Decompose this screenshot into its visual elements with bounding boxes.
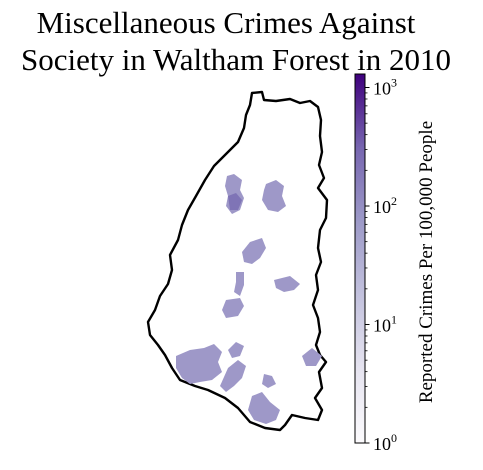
- colorbar-ticks: 100 101 102 103: [365, 76, 397, 454]
- title-line-1: Miscellaneous Crimes Against: [37, 5, 416, 40]
- borough-boundary: [146, 90, 329, 432]
- map-region: [222, 298, 244, 318]
- map-region: [262, 374, 276, 388]
- colorbar-tick-label: 101: [373, 313, 397, 336]
- colorbar-gradient: [354, 73, 366, 444]
- colorbar-tick-label: 102: [373, 194, 397, 217]
- map-region: [248, 392, 280, 424]
- map-region: [242, 238, 266, 264]
- data-regions: [176, 174, 322, 424]
- map-region: [220, 360, 246, 392]
- map-region: [228, 342, 244, 358]
- colorbar-label: Reported Crimes Per 100,000 People: [416, 121, 437, 403]
- map-region: [234, 272, 244, 296]
- map-region: [302, 348, 322, 366]
- map-region: [262, 180, 286, 212]
- map-region: [228, 193, 242, 210]
- borough-map: [146, 90, 329, 432]
- colorbar-tick-label: 103: [373, 76, 397, 99]
- map-region: [274, 276, 300, 292]
- title-line-2: Society in Waltham Forest in 2010: [21, 42, 451, 77]
- colorbar: 100 101 102 103 Reported Crimes Per 100,000…: [354, 73, 437, 454]
- colorbar-tick-label: 100: [373, 431, 397, 454]
- map-region: [176, 344, 222, 384]
